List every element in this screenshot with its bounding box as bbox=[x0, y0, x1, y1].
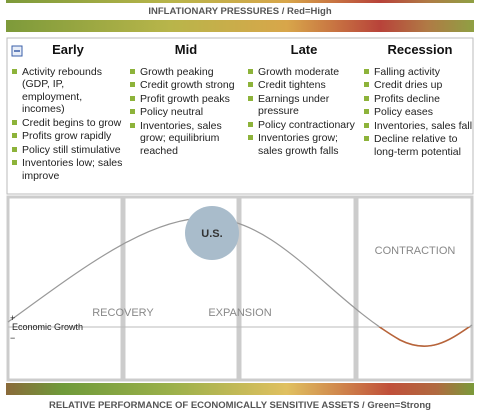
bullet: Profit growth peaks bbox=[130, 93, 242, 106]
phase-title: Mid bbox=[174, 42, 198, 57]
bullet: Policy eases bbox=[364, 106, 476, 119]
phase-title: Recession bbox=[387, 42, 453, 57]
bullet: Inventories grow; sales growth falls bbox=[248, 132, 360, 157]
panel bbox=[238, 195, 357, 382]
bullet: Credit begins to grow bbox=[12, 117, 124, 130]
minus-sign: − bbox=[10, 333, 15, 343]
bullet: Profits grow rapidly bbox=[12, 130, 124, 143]
phase-box bbox=[6, 37, 474, 195]
phase-title: Late bbox=[290, 42, 318, 57]
panels bbox=[6, 195, 474, 382]
plus-sign: + bbox=[10, 313, 15, 323]
bullet: Growth peaking bbox=[130, 66, 242, 79]
phase-label: EXPANSION bbox=[208, 307, 271, 319]
phase-title: Early bbox=[52, 42, 84, 57]
bullet: Earnings under pressure bbox=[248, 93, 360, 118]
bullet: Credit tightens bbox=[248, 79, 360, 92]
inflation-bar bbox=[6, 20, 474, 32]
contraction-curve bbox=[378, 327, 471, 348]
bullet: Inventories, sales fall bbox=[364, 120, 476, 133]
bullet: Credit dries up bbox=[364, 79, 476, 92]
us-label: U.S. bbox=[201, 228, 222, 240]
bullet: Inventories low; sales improve bbox=[12, 157, 124, 182]
bullet-list: Growth moderate Credit tightens Earnings u… bbox=[248, 66, 360, 158]
panel bbox=[6, 195, 124, 382]
us-marker bbox=[185, 206, 239, 260]
bullet: Inventories, sales grow; equilibrium rea… bbox=[130, 120, 242, 158]
footer-title: RELATIVE PERFORMANCE OF ECONOMICALLY SEN… bbox=[49, 400, 431, 411]
phase-column: Early Activity rebounds (GDP, IP, employm… bbox=[12, 42, 124, 183]
phase-column: Recession Falling activity Credit dries up… bbox=[364, 42, 476, 159]
bullet: Policy still stimulative bbox=[12, 144, 124, 157]
performance-bar bbox=[6, 383, 474, 395]
bullet: Decline relative to long-term potential bbox=[364, 133, 476, 158]
bullet: Policy neutral bbox=[130, 106, 242, 119]
bullet: Falling activity bbox=[364, 66, 476, 79]
axis-label: Economic Growth bbox=[12, 322, 83, 332]
phase-column: Mid Growth peaking Credit growth strong Pro… bbox=[130, 42, 242, 158]
phase-label: RECOVERY bbox=[92, 307, 154, 319]
bullet: Growth moderate bbox=[248, 66, 360, 79]
header-title: INFLATIONARY PRESSURES / Red=High bbox=[148, 6, 332, 17]
bullet: Credit growth strong bbox=[130, 79, 242, 92]
bullet: Activity rebounds (GDP, IP, employment, … bbox=[12, 66, 124, 116]
bullet: Policy contractionary bbox=[248, 119, 360, 132]
bullet-list: Growth peaking Credit growth strong Profit… bbox=[130, 66, 242, 158]
panel bbox=[355, 195, 474, 382]
bullet: Profits decline bbox=[364, 93, 476, 106]
phase-column: Late Growth moderate Credit tightens Earnin… bbox=[248, 42, 360, 158]
bullet-list: Falling activity Credit dries up Profits d… bbox=[364, 66, 476, 159]
top-strip bbox=[6, 0, 474, 3]
bullet-list: Activity rebounds (GDP, IP, employment, … bbox=[12, 66, 124, 183]
panel bbox=[122, 195, 240, 382]
phase-label: CONTRACTION bbox=[375, 245, 456, 257]
